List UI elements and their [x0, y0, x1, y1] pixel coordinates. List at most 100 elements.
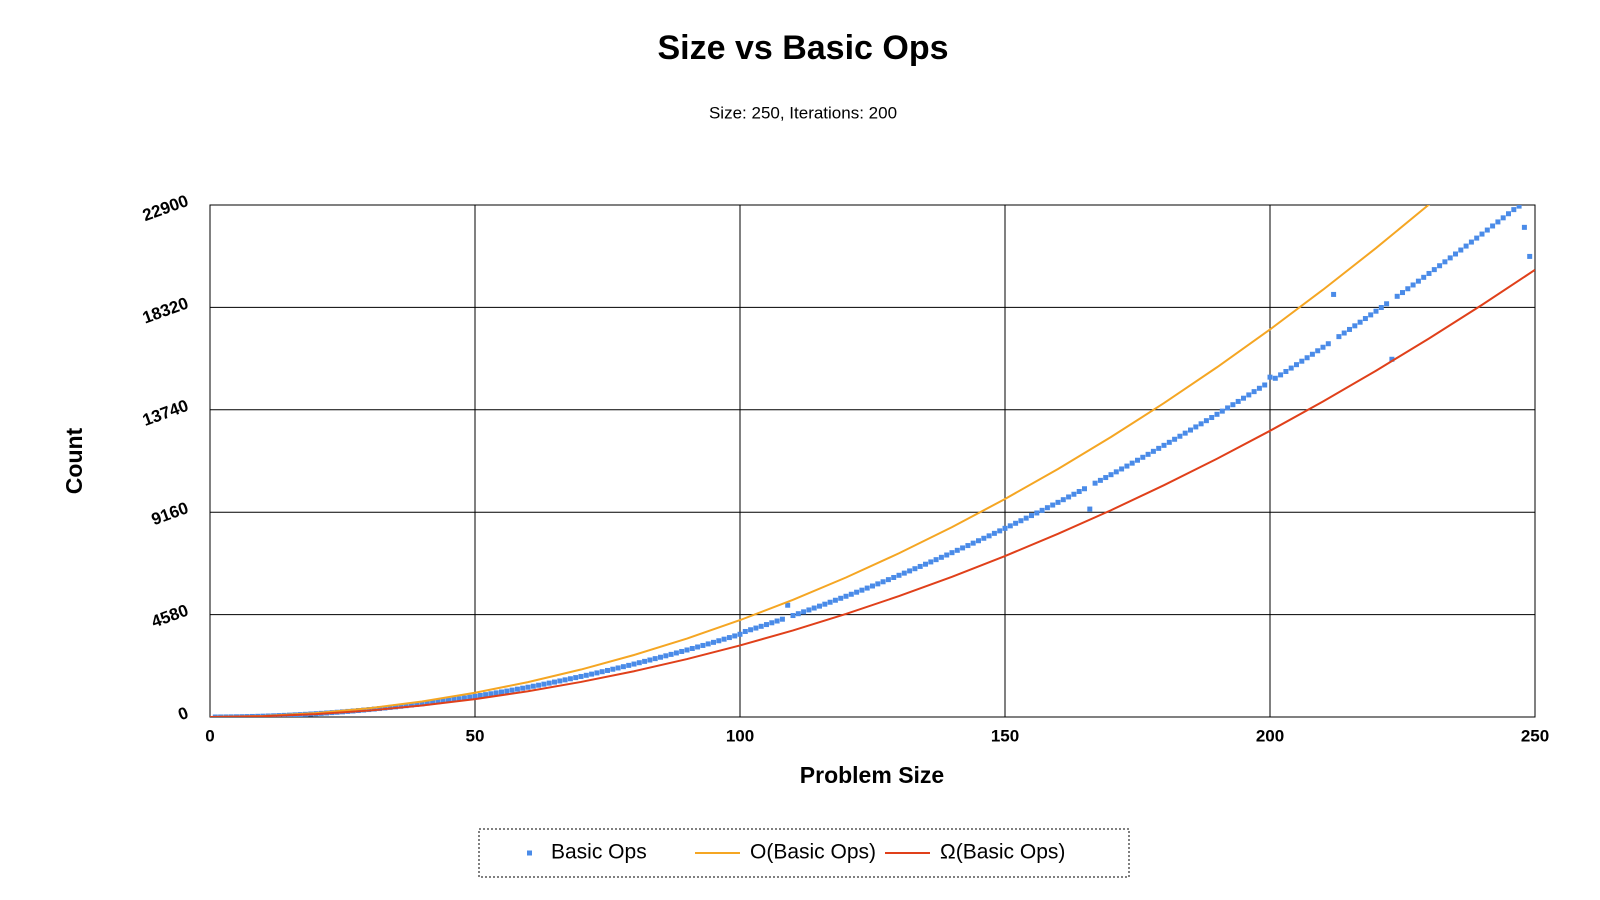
data-point [1007, 523, 1013, 529]
data-point [1209, 415, 1215, 421]
data-point [573, 675, 579, 681]
data-point [599, 669, 605, 675]
data-point [1415, 278, 1421, 284]
data-point [859, 587, 865, 593]
data-point [1336, 334, 1342, 340]
data-point [1468, 239, 1474, 245]
data-point [1066, 494, 1072, 500]
data-point [986, 533, 992, 539]
data-point [1087, 506, 1093, 512]
data-point [1177, 433, 1183, 439]
data-point [785, 602, 791, 608]
data-point [557, 678, 563, 684]
data-point [1225, 405, 1231, 411]
data-point [1113, 469, 1119, 475]
data-point [1437, 263, 1443, 269]
data-point [1309, 351, 1315, 357]
data-point [1002, 525, 1008, 531]
data-point [970, 540, 976, 546]
data-point [1479, 231, 1485, 237]
data-point [769, 620, 775, 626]
data-point [1251, 389, 1257, 395]
data-point [695, 644, 701, 650]
y-tick-label: 0 [176, 703, 191, 724]
data-point [758, 623, 764, 629]
data-point [684, 647, 690, 653]
data-point [377, 706, 383, 712]
data-point [1140, 454, 1146, 460]
data-point [1219, 408, 1225, 414]
data-point [960, 545, 966, 551]
data-point [944, 552, 950, 558]
data-point [1050, 502, 1056, 508]
data-point [472, 693, 478, 699]
data-point [483, 692, 489, 698]
data-point [742, 628, 748, 634]
data-point [1124, 463, 1130, 469]
data-point [419, 701, 425, 707]
data-point [1421, 274, 1427, 280]
data-point [525, 684, 531, 690]
data-point [981, 535, 987, 541]
data-point [514, 686, 520, 692]
data-point [382, 705, 388, 711]
data-point [1172, 436, 1178, 442]
data-point [1256, 385, 1262, 391]
data-point [1267, 374, 1273, 380]
data-point [1214, 411, 1220, 417]
data-point [430, 699, 436, 705]
data-point [1082, 486, 1087, 492]
data-point [1384, 301, 1390, 307]
data-point [711, 639, 716, 645]
data-point [488, 691, 494, 697]
data-point [1060, 497, 1066, 503]
data-point [1156, 445, 1162, 451]
data-point [414, 701, 420, 707]
data-point [1044, 505, 1050, 511]
data-point [689, 645, 695, 651]
data-point [1315, 348, 1321, 354]
data-point [467, 694, 473, 700]
legend-label: Ω(Basic Ops) [940, 841, 1065, 864]
data-point [938, 554, 944, 560]
data-point [620, 664, 626, 670]
data-point [1357, 319, 1363, 325]
data-point [1034, 510, 1040, 516]
y-tick-label: 22900 [140, 191, 191, 225]
data-point [446, 697, 451, 703]
data-point [1288, 365, 1294, 371]
data-point [1347, 326, 1352, 332]
x-tick-label: 100 [726, 726, 754, 745]
data-point [424, 700, 430, 706]
data-point [1023, 515, 1029, 521]
data-point [790, 613, 796, 619]
x-tick-label: 250 [1521, 726, 1549, 745]
data-point [1405, 286, 1411, 292]
data-point [1463, 243, 1469, 249]
legend-label: Basic Ops [551, 841, 647, 864]
data-point [1426, 270, 1432, 276]
data-point [1453, 251, 1458, 257]
data-point [1389, 356, 1395, 362]
data-point [1129, 460, 1135, 466]
data-point [1241, 395, 1246, 401]
data-point [716, 638, 722, 644]
data-point [631, 661, 637, 667]
data-point [1145, 451, 1151, 457]
data-point [1198, 421, 1204, 427]
data-point [1188, 427, 1193, 433]
data-point [1166, 439, 1172, 445]
legend-marker [527, 850, 532, 856]
data-point [764, 622, 769, 628]
data-point [610, 666, 616, 672]
data-line [210, 269, 1535, 717]
data-point [854, 589, 860, 595]
data-point [212, 714, 218, 717]
data-point [838, 595, 844, 601]
data-point [1039, 507, 1045, 513]
data-point [1103, 475, 1109, 481]
data-point [1097, 477, 1103, 483]
data-point [1055, 499, 1061, 505]
data-point [912, 566, 918, 572]
